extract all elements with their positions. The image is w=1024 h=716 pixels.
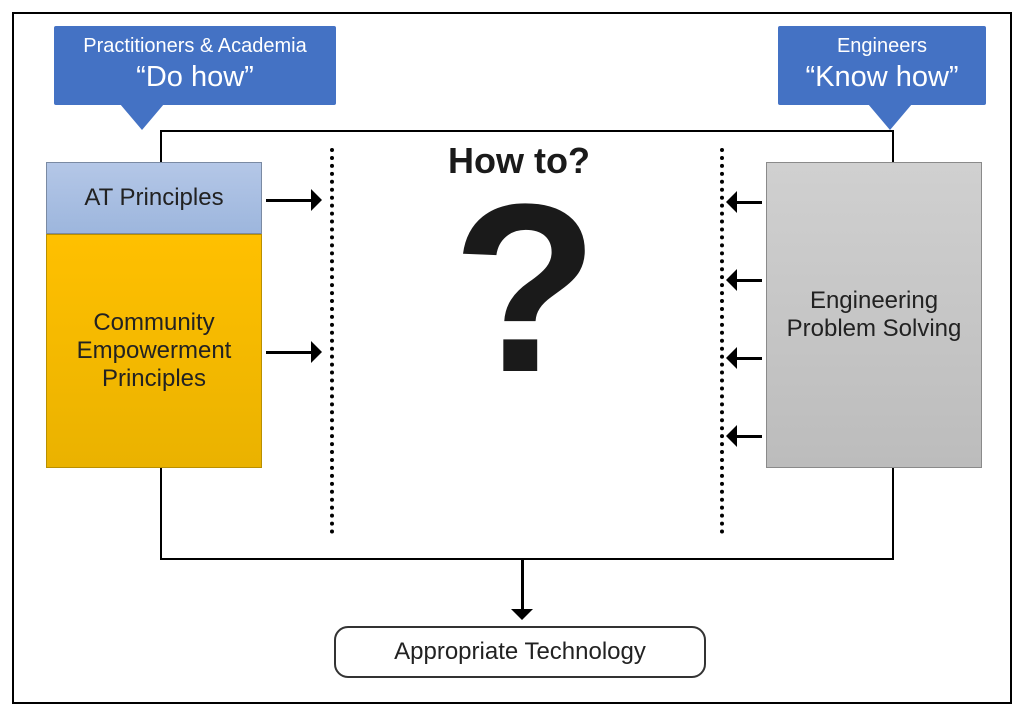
callout-right-title: “Know how” <box>794 59 970 95</box>
callout-right-tail <box>868 104 912 130</box>
callout-left-title: “Do how” <box>70 59 320 95</box>
output-appropriate-technology: Appropriate Technology <box>334 626 706 678</box>
engineering-problem-solving-box: Engineering Problem Solving <box>766 162 982 468</box>
callout-engineers: Engineers “Know how” <box>778 26 986 130</box>
community-empowerment-box: Community Empowerment Principles <box>46 234 262 468</box>
callout-left-subtitle: Practitioners & Academia <box>70 34 320 59</box>
at-principles-label: AT Principles <box>84 184 223 212</box>
output-label: Appropriate Technology <box>394 638 646 666</box>
dotted-divider-left <box>330 148 334 534</box>
callout-practitioners: Practitioners & Academia “Do how” <box>54 26 336 130</box>
at-principles-box: AT Principles <box>46 162 262 234</box>
diagram-frame: Practitioners & Academia “Do how” Engine… <box>12 12 1012 704</box>
community-empowerment-label: Community Empowerment Principles <box>57 309 251 393</box>
dotted-divider-right <box>720 148 724 534</box>
callout-left-tail <box>120 104 164 130</box>
engineering-problem-solving-label: Engineering Problem Solving <box>785 287 963 343</box>
question-mark-icon: ? <box>452 192 599 384</box>
callout-right-subtitle: Engineers <box>794 34 970 59</box>
